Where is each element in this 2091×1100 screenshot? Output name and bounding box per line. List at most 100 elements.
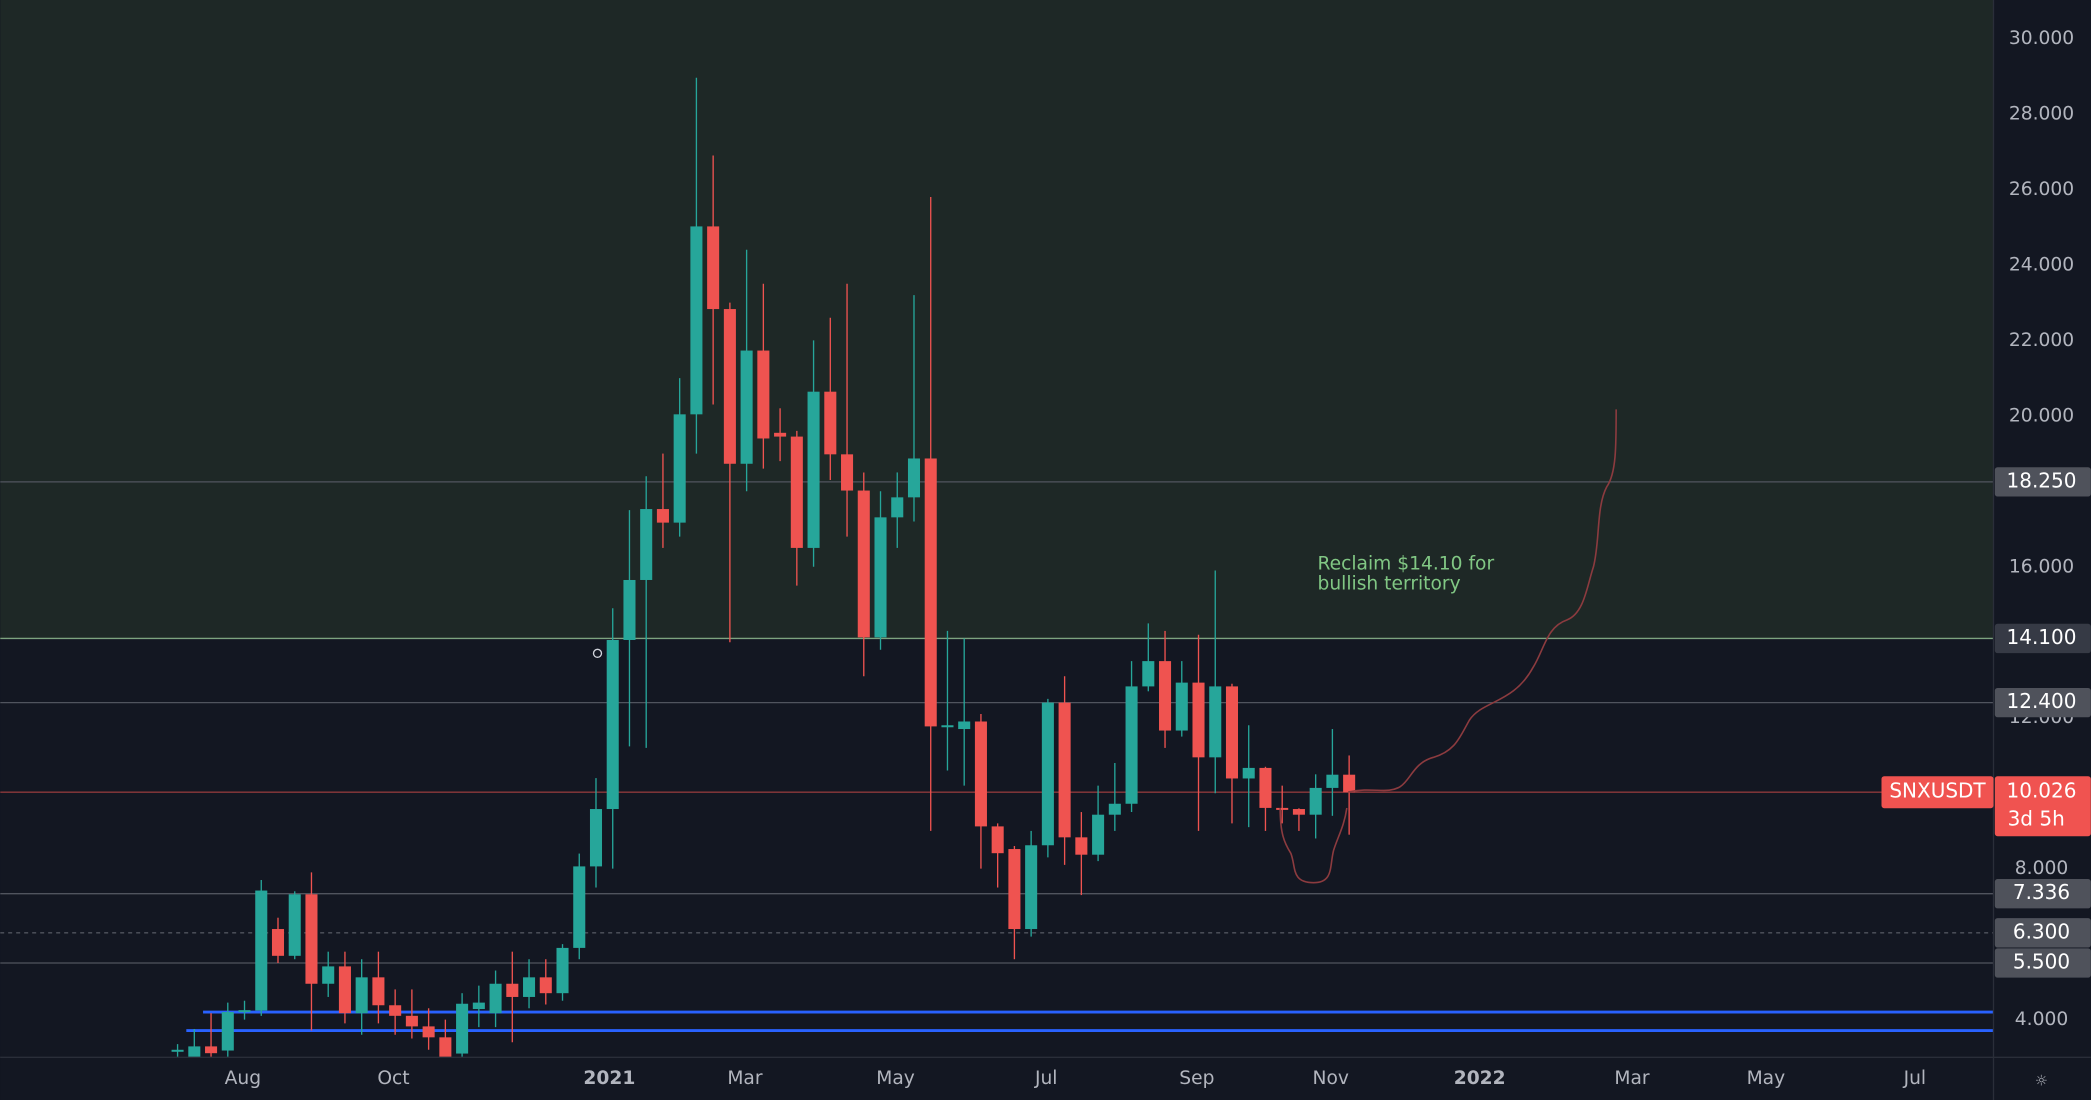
candle-body	[523, 977, 536, 997]
candle-layer	[171, 77, 1356, 1058]
candle-body	[1309, 787, 1322, 815]
x-tick-label: Jul	[1034, 1068, 1058, 1089]
candle-body	[539, 977, 552, 994]
candle-body	[974, 721, 987, 827]
candle-body	[740, 350, 753, 464]
candle-body	[573, 866, 586, 948]
price-label-box	[1994, 687, 2091, 718]
candle-body	[841, 454, 854, 491]
candle-body	[1276, 807, 1289, 810]
candle-body	[690, 226, 703, 415]
projection-path	[1279, 807, 1348, 884]
projection-path	[1348, 409, 1617, 793]
x-tick-label: Jul	[1903, 1068, 1927, 1089]
candle-body	[874, 517, 887, 638]
candle-body	[255, 890, 268, 1011]
y-tick-label: 28.000	[2009, 103, 2074, 124]
x-tick-label: 2022	[1454, 1068, 1506, 1089]
candle-body	[1192, 682, 1205, 758]
candle-body	[338, 966, 351, 1014]
symbol-label: SNXUSDT	[1889, 779, 1986, 803]
zone-layer	[0, 0, 1994, 639]
candle-body	[1125, 686, 1138, 804]
candle-body	[1242, 767, 1255, 779]
alert-icon[interactable]	[592, 648, 603, 658]
candle-body	[673, 414, 686, 523]
candle-body	[389, 1005, 402, 1016]
annotation: bullish territory	[1318, 574, 1461, 595]
y-tick-label: 30.000	[2009, 28, 2074, 49]
candle-body	[790, 436, 803, 548]
candle-body	[1108, 803, 1121, 815]
candle-body	[1008, 849, 1021, 930]
candle-body	[439, 1037, 452, 1058]
candle-body	[824, 391, 837, 455]
price-axis	[1993, 0, 2091, 1100]
price-label: 18.250	[2007, 468, 2077, 492]
x-tick-label: Mar	[1614, 1068, 1650, 1089]
candle-body	[506, 983, 519, 997]
candle-body	[305, 894, 318, 984]
candle-body	[907, 458, 921, 498]
candle-body	[1209, 686, 1222, 758]
candle-body	[1092, 814, 1105, 855]
y-tick-label: 16.000	[2009, 556, 2074, 577]
candle-body	[723, 309, 736, 464]
candle-body	[1142, 661, 1155, 687]
drawing-layer: Reclaim $14.10 for bullish territory	[592, 409, 1617, 884]
candle-body	[774, 432, 787, 437]
x-tick-label: 2021	[583, 1068, 635, 1089]
candle-body	[271, 929, 285, 956]
x-tick-label: May	[1747, 1068, 1786, 1089]
price-label-box	[1994, 467, 2091, 497]
candle-body	[807, 391, 820, 548]
price-label: 12.400	[2007, 689, 2077, 713]
time-axis	[0, 1057, 1994, 1100]
y-tick-label: 4.000	[2015, 1009, 2068, 1030]
price-label-box	[1994, 918, 2091, 948]
candle-body	[656, 509, 669, 523]
x-tick-label: Nov	[1313, 1068, 1349, 1089]
price-label: 7.336	[2013, 880, 2070, 904]
candle-body	[1025, 845, 1038, 930]
candle-body	[623, 579, 636, 640]
price-label-box	[1994, 948, 2091, 978]
candle-body	[1041, 702, 1054, 846]
price-label-box	[1994, 623, 2091, 654]
candle-body	[924, 458, 937, 727]
candle-body	[355, 977, 368, 1014]
candle-body	[372, 977, 385, 1006]
bullish-zone	[0, 0, 1994, 639]
candle-body	[171, 1049, 184, 1052]
candle-body	[707, 226, 720, 310]
candle-body	[472, 1002, 485, 1010]
candle-body	[1343, 774, 1356, 793]
x-tick-label: Oct	[377, 1068, 409, 1089]
candle-body	[1175, 682, 1188, 731]
candle-body	[1058, 702, 1071, 838]
settings-icon[interactable]: ☼	[2035, 1072, 2048, 1089]
candle-body	[606, 639, 619, 810]
y-tick-label: 24.000	[2009, 254, 2074, 275]
candle-body	[188, 1046, 201, 1058]
x-tick-label: Sep	[1179, 1068, 1214, 1089]
candle-body	[288, 894, 301, 956]
level-layer	[0, 481, 1994, 1033]
symbol-box	[1881, 776, 1994, 809]
x-tick-label: Mar	[727, 1068, 763, 1089]
candle-body	[757, 350, 770, 439]
candle-body	[958, 721, 971, 730]
price-label: 14.100	[2007, 625, 2077, 649]
candle-body	[1292, 809, 1305, 815]
price-label-box	[1994, 879, 2091, 909]
candle-body	[640, 509, 653, 580]
candle-body	[1259, 767, 1272, 808]
candle-body	[1225, 686, 1239, 779]
annotation: Reclaim $14.10 for	[1318, 554, 1495, 575]
x-tick-label: Aug	[225, 1068, 261, 1089]
candle-body	[1159, 661, 1172, 731]
candle-body	[1326, 774, 1339, 788]
candle-body	[221, 1012, 234, 1051]
